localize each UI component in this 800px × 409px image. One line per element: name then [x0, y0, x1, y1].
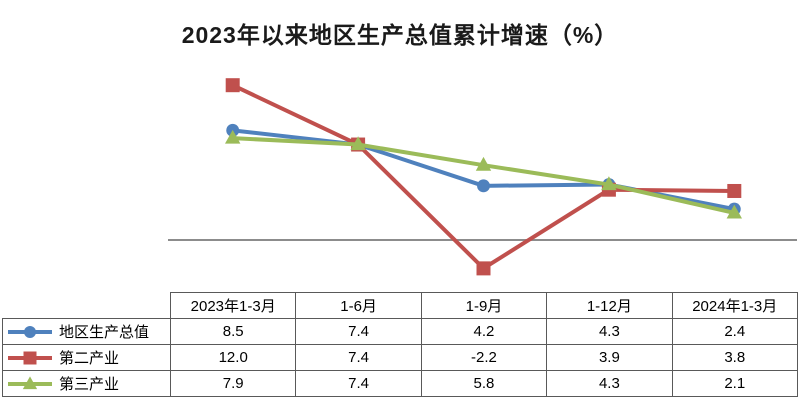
legend-key-circle-icon [8, 325, 52, 338]
data-point-triangle-marker-icon [601, 176, 617, 191]
data-point-square-marker-icon [476, 261, 491, 276]
legend-key-triangle-icon [8, 375, 52, 389]
table-value-cell: 7.4 [295, 318, 422, 345]
table-value-cell: 7.9 [169, 370, 297, 397]
data-point-triangle-marker-icon [350, 136, 366, 151]
series-name-label: 第三产业 [59, 376, 120, 393]
chart-title: 2023年以来地区生产总值累计增速（%） [181, 22, 619, 48]
table-value-cell: 5.8 [420, 370, 548, 397]
legend-circle-marker-icon [24, 325, 36, 338]
series-label-cell: 第三产业 [2, 370, 171, 397]
table-value-cell: 2.4 [671, 318, 798, 345]
series-name-label: 地区生产总值 [59, 324, 150, 341]
table-value-cell: 4.2 [420, 318, 548, 345]
table-value-cell: 12.0 [169, 344, 297, 371]
data-point-triangle-marker-icon [225, 129, 241, 144]
table-header-row: 2023年1-3月 1-6月 1-9月 1-12月 2024年1-3月 [3, 292, 798, 319]
table-row: 第三产业 7.9 7.4 5.8 4.3 2.1 [2, 370, 798, 397]
line-chart [168, 78, 797, 276]
table-value-cell: 4.3 [546, 318, 673, 345]
table-value-cell: 7.4 [295, 370, 422, 397]
data-point-square-marker-icon [225, 78, 240, 93]
table-value-cell: 8.5 [169, 318, 297, 345]
table-value-cell: 3.8 [671, 344, 798, 371]
table-header-cell: 2023年1-3月 [169, 292, 297, 319]
table-value-cell: -2.2 [420, 344, 548, 371]
table-value-cell: 4.3 [546, 370, 673, 397]
legend-square-marker-icon [23, 351, 37, 364]
table-value-cell: 2.1 [671, 370, 798, 397]
table-value-cell: 3.9 [546, 344, 673, 371]
series-name-label: 第二产业 [59, 350, 120, 367]
series-label-cell: 第二产业 [2, 344, 171, 371]
legend-triangle-marker-icon [22, 375, 38, 389]
series-label-cell: 地区生产总值 [2, 318, 171, 345]
data-point-square-marker-icon [727, 183, 742, 198]
table-header-cell: 1-9月 [420, 292, 548, 319]
table-corner-cell [3, 293, 171, 319]
data-table: 2023年1-3月 1-6月 1-9月 1-12月 2024年1-3月 地区生产总值 8.… [2, 292, 798, 397]
data-point-triangle-marker-icon [726, 204, 742, 219]
series-line [230, 136, 737, 215]
table-header-cell: 2024年1-3月 [671, 292, 798, 319]
table-row: 地区生产总值 8.5 7.4 4.2 4.3 2.4 [2, 318, 798, 345]
data-point-circle-marker-icon [477, 179, 490, 193]
legend-key-square-icon [8, 351, 52, 364]
data-point-triangle-marker-icon [475, 156, 492, 171]
table-row: 第二产业 12.0 7.4 -2.2 3.9 3.8 [2, 344, 798, 371]
table-value-cell: 7.4 [295, 344, 422, 371]
table-header-cell: 1-12月 [546, 292, 673, 319]
table-header-cell: 1-6月 [295, 292, 422, 319]
